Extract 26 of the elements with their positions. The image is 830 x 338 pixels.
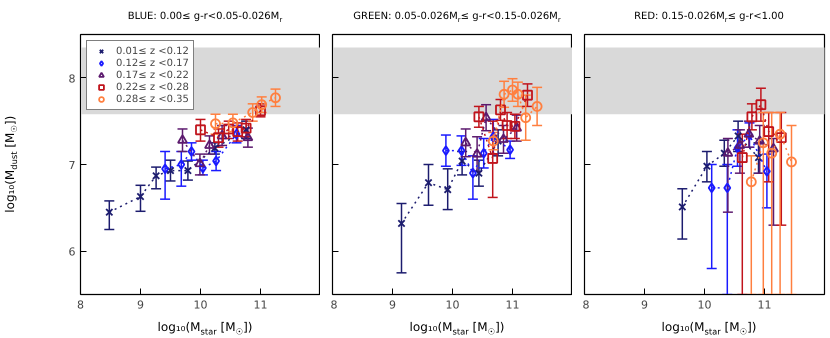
x-tick-label: 8: [77, 298, 84, 312]
y-tick-label: 8: [68, 72, 76, 86]
x-axis-title: log₁₀(M$_{star}$ [M$_{☉}$]): [158, 319, 252, 338]
x-axis-title: log₁₀(M$_{star}$ [M$_{☉}$]): [410, 319, 504, 338]
y-tick-label: 6: [68, 246, 76, 259]
y-tick-label: 7: [68, 159, 76, 172]
legend-label: 0.17≤ z <0.22: [116, 69, 189, 81]
x-tick-label: 9: [137, 298, 144, 312]
legend-label: 0.28≤ z <0.35: [116, 93, 189, 105]
legend-label: 0.12≤ z <0.17: [116, 57, 189, 69]
x-tick-label: 11: [506, 298, 520, 312]
x-tick-label: 10: [446, 298, 460, 312]
chart-title: BLUE: 0.00≤ g-r<0.05-0.026M$_{r}$: [128, 10, 282, 25]
legend-label: 0.22≤ z <0.28: [116, 81, 189, 93]
x-tick-label: 8: [330, 298, 338, 312]
x-axis-title: log₁₀(M$_{star}$ [M$_{☉}$]): [662, 319, 756, 338]
x-tick-label: 10: [698, 298, 712, 312]
x-tick-label: 10: [194, 298, 208, 312]
x-tick-label: 9: [389, 298, 396, 312]
chart-title: GREEN: 0.05-0.026M$_{r}$≤ g-r<0.15-0.026M$_{r}$: [353, 10, 561, 25]
x-tick-label: 11: [758, 298, 772, 312]
x-tick-label: 9: [641, 298, 648, 312]
legend-label: 0.01≤ z <0.12: [116, 45, 189, 57]
x-tick-label: 8: [582, 298, 590, 312]
x-tick-label: 11: [254, 298, 268, 312]
chart-title: RED: 0.15-0.026M$_{r}$≤ g-r<1.00: [634, 10, 784, 25]
